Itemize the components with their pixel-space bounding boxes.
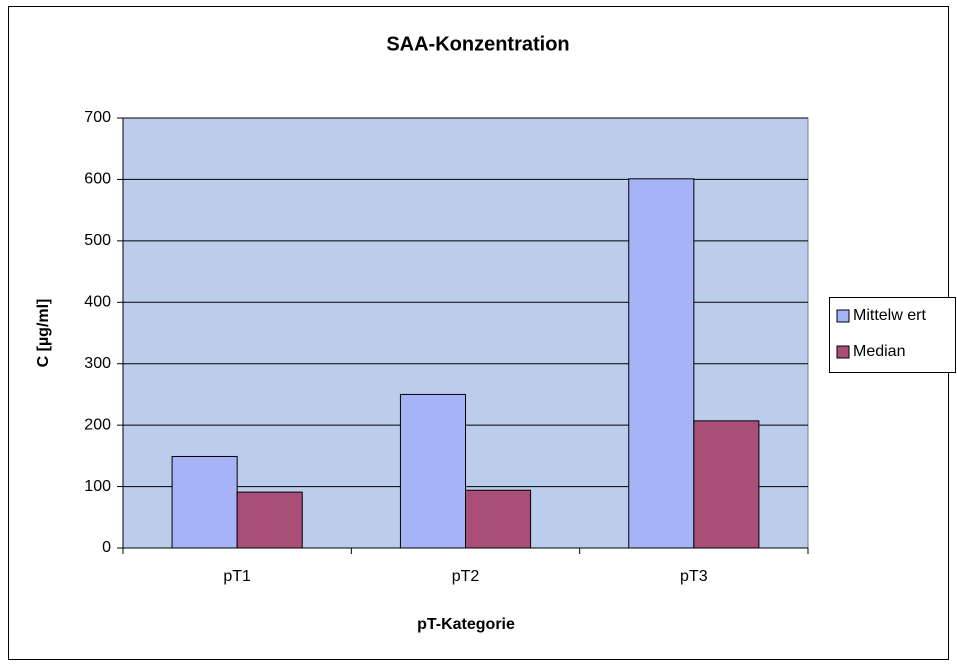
- bar: [171, 455, 238, 549]
- legend-swatch: [836, 345, 850, 359]
- legend-label: Mittelw ert: [853, 307, 926, 324]
- legend-label: Median: [853, 343, 905, 360]
- y-tick-label: 700: [84, 109, 111, 126]
- x-tick-label: pT3: [680, 568, 708, 585]
- y-axis-label: C [µg/ml]: [35, 299, 52, 368]
- y-tick-label: 100: [84, 478, 111, 495]
- bar: [628, 178, 695, 549]
- x-axis-label: pT-Kategorie: [417, 616, 515, 633]
- bar: [399, 393, 466, 549]
- y-tick-label: 600: [84, 171, 111, 188]
- bar: [693, 420, 760, 549]
- legend-swatch: [836, 309, 850, 323]
- y-tick-label: 400: [84, 294, 111, 311]
- y-tick-label: 200: [84, 416, 111, 433]
- legend-box: [829, 297, 956, 373]
- chart-title: SAA-Konzentration: [386, 33, 569, 55]
- x-tick-label: pT2: [452, 568, 480, 585]
- y-tick-label: 0: [102, 539, 111, 556]
- x-tick-label: pT1: [223, 568, 251, 585]
- bar: [465, 489, 532, 549]
- y-tick-label: 500: [84, 232, 111, 249]
- bar: [236, 491, 303, 549]
- y-tick-label: 300: [84, 355, 111, 372]
